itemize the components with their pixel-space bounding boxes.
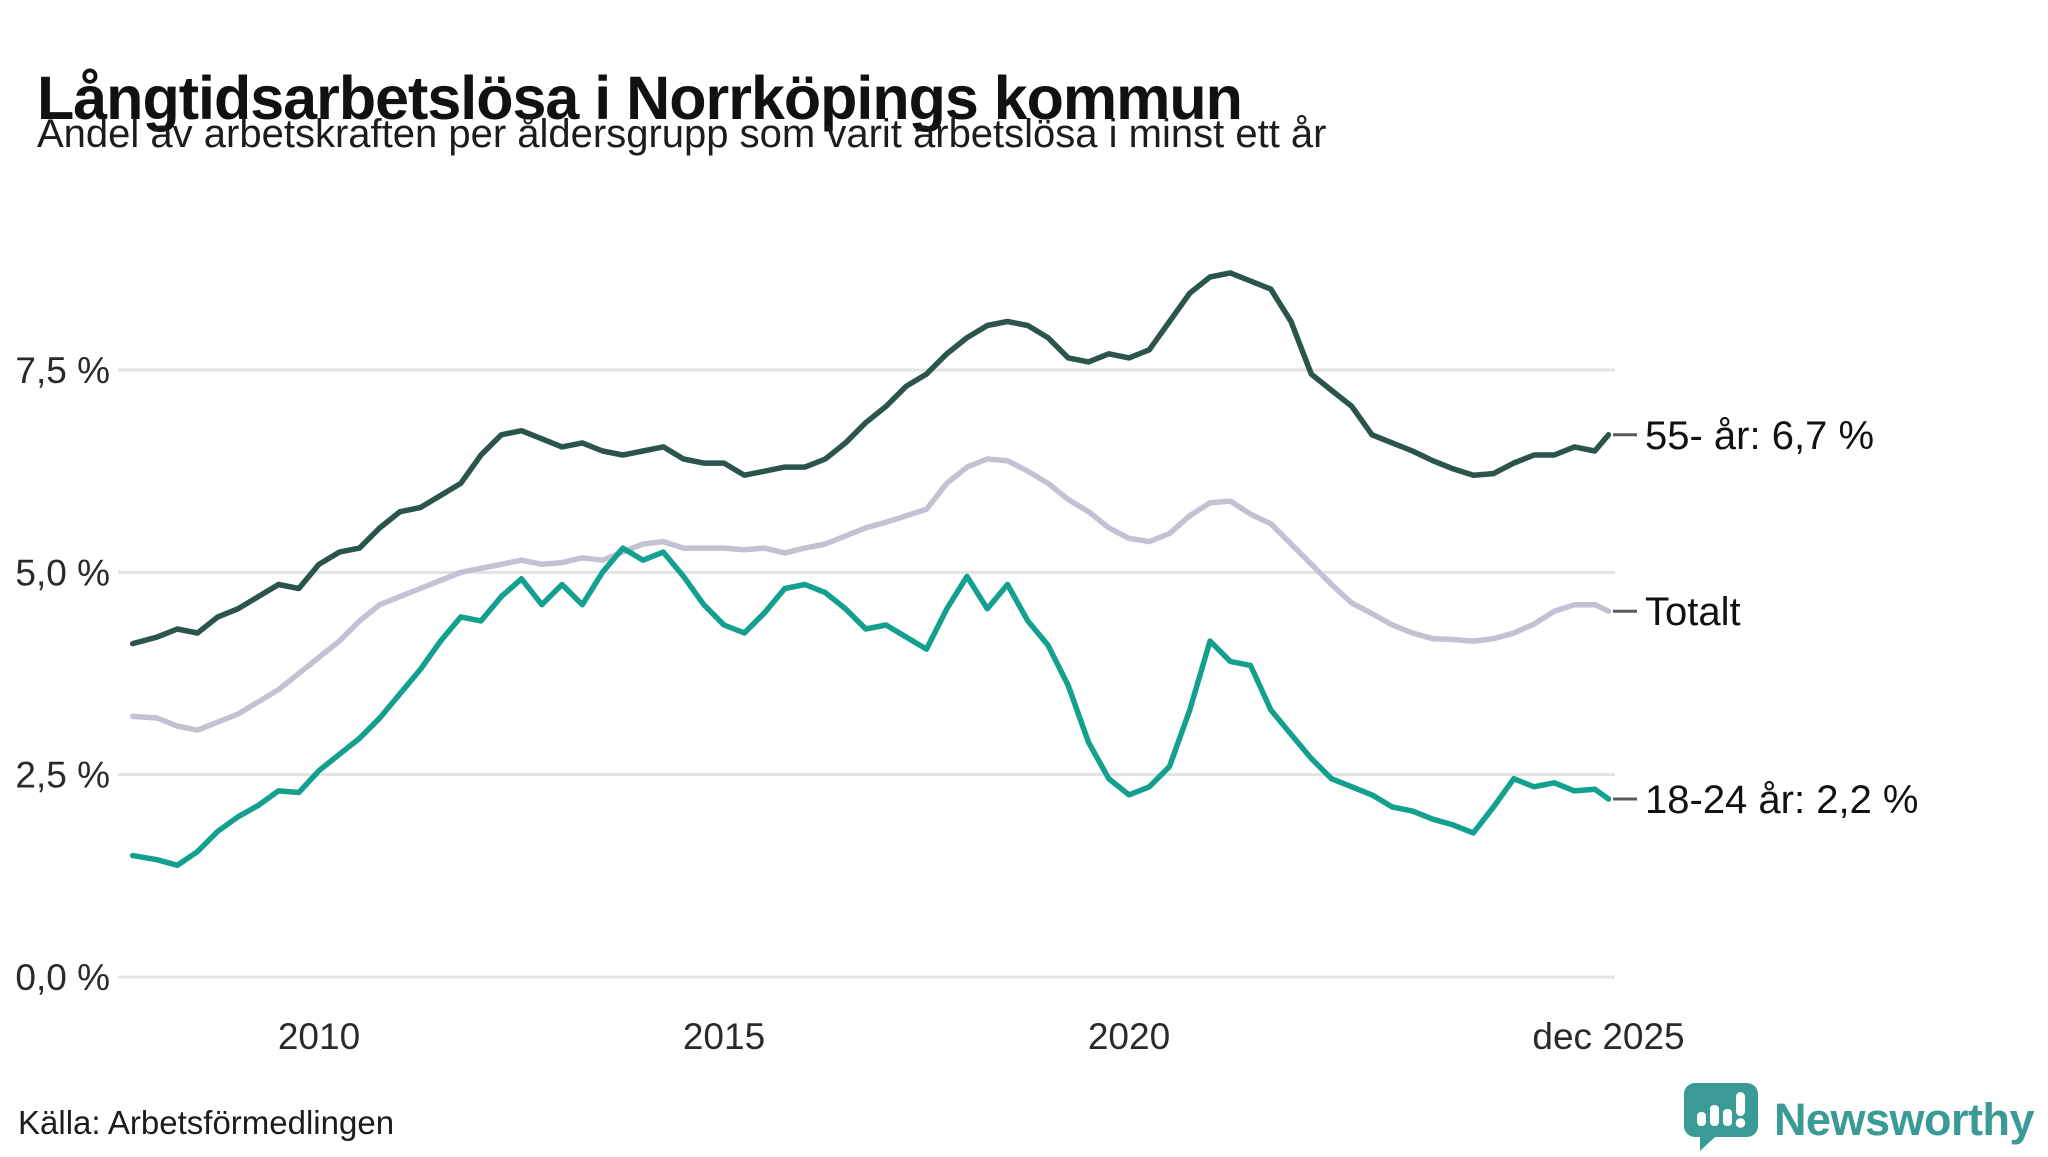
y-axis-label: 0,0 % (15, 957, 110, 998)
series-end-label-18-24-r: 18-24 år: 2,2 % (1645, 778, 1919, 822)
y-axis-label: 7,5 % (15, 350, 110, 391)
series-line-18-24-r (129, 545, 1612, 869)
newsworthy-wordmark: Newsworthy (1773, 1093, 2035, 1145)
series-line-55-r (129, 270, 1612, 647)
y-axis-label: 5,0 % (15, 552, 110, 593)
page-title: Långtidsarbetslösa i Norrköpings kommun (37, 63, 1243, 132)
chart-subtitle: Andel av arbetskraften per åldersgrupp s… (37, 112, 1327, 156)
x-axis-label: 2020 (1088, 1016, 1170, 1057)
newsworthy-branding: Newsworthy (1683, 1082, 2035, 1157)
series-end-label-totalt: Totalt (1645, 590, 1741, 634)
series-line-totalt (129, 456, 1612, 733)
x-axis-label: 2015 (683, 1016, 765, 1057)
newsworthy-logo-icon (1683, 1082, 1760, 1157)
series-end-label-55-r: 55- år: 6,7 % (1645, 414, 1874, 458)
source-note: Källa: Arbetsförmedlingen (18, 1104, 395, 1141)
x-axis-label: 2010 (278, 1016, 360, 1057)
x-axis-label: dec 2025 (1532, 1016, 1684, 1057)
y-axis-label: 2,5 % (15, 755, 110, 796)
